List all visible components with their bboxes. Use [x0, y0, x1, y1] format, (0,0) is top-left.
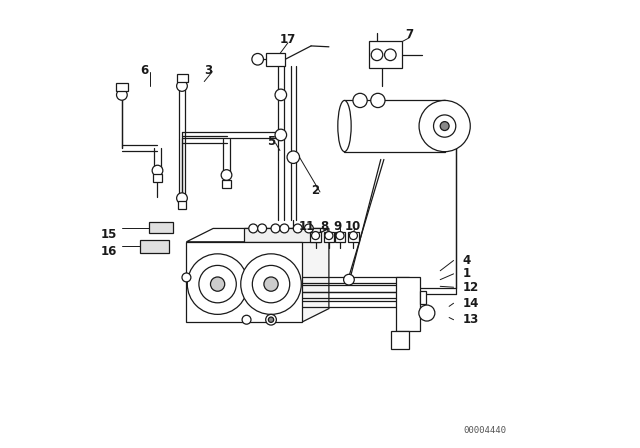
Circle shape	[353, 93, 367, 108]
Bar	[391, 331, 409, 349]
Circle shape	[271, 224, 280, 233]
Text: 11: 11	[298, 220, 315, 233]
Circle shape	[199, 265, 236, 303]
Circle shape	[344, 274, 355, 285]
Text: 2: 2	[312, 184, 319, 197]
Bar	[186, 242, 302, 322]
Circle shape	[293, 224, 302, 233]
Text: 7: 7	[405, 28, 413, 41]
Polygon shape	[302, 228, 329, 322]
Text: 9: 9	[333, 220, 342, 233]
Bar	[396, 277, 420, 331]
Bar	[310, 232, 321, 242]
Circle shape	[242, 315, 251, 324]
Bar	[116, 83, 128, 91]
Circle shape	[177, 193, 188, 203]
Bar	[420, 291, 426, 304]
Circle shape	[440, 121, 449, 130]
Text: 6: 6	[140, 64, 148, 77]
Circle shape	[325, 232, 333, 240]
Circle shape	[268, 317, 274, 323]
Bar	[148, 222, 173, 233]
Bar	[177, 74, 188, 82]
Circle shape	[264, 277, 278, 291]
Circle shape	[252, 53, 264, 65]
Circle shape	[182, 273, 191, 282]
Circle shape	[266, 314, 276, 325]
Text: 4: 4	[463, 254, 471, 267]
Bar	[369, 42, 403, 68]
Bar	[153, 174, 162, 182]
Circle shape	[275, 129, 287, 141]
Text: 17: 17	[280, 33, 296, 46]
Circle shape	[371, 49, 383, 60]
Bar	[177, 201, 186, 209]
Text: 10: 10	[344, 220, 360, 233]
Circle shape	[280, 224, 289, 233]
Circle shape	[258, 224, 267, 233]
Bar	[140, 240, 168, 253]
Circle shape	[305, 224, 314, 233]
Circle shape	[252, 265, 290, 303]
Text: 3: 3	[205, 64, 212, 77]
Ellipse shape	[338, 100, 351, 152]
Circle shape	[188, 254, 248, 314]
Circle shape	[116, 90, 127, 100]
Circle shape	[349, 232, 357, 240]
Circle shape	[152, 165, 163, 176]
Circle shape	[241, 254, 301, 314]
Circle shape	[336, 232, 344, 240]
Text: 14: 14	[463, 297, 479, 310]
Polygon shape	[186, 228, 329, 242]
Text: 13: 13	[463, 313, 479, 326]
Ellipse shape	[433, 100, 456, 152]
Circle shape	[211, 277, 225, 291]
Circle shape	[275, 89, 287, 101]
Bar	[222, 181, 231, 188]
Text: 16: 16	[101, 245, 117, 258]
Circle shape	[177, 81, 188, 91]
Bar	[244, 228, 320, 242]
Circle shape	[419, 100, 470, 152]
Bar	[266, 52, 285, 66]
Text: 12: 12	[463, 281, 479, 294]
Circle shape	[371, 93, 385, 108]
Text: 5: 5	[267, 135, 275, 148]
Text: 8: 8	[321, 220, 328, 233]
Text: 15: 15	[101, 228, 117, 241]
Circle shape	[433, 115, 456, 137]
Text: 00004440: 00004440	[463, 426, 506, 435]
Bar	[348, 232, 359, 242]
Circle shape	[287, 151, 300, 164]
Circle shape	[249, 224, 258, 233]
Bar	[335, 232, 346, 242]
Text: 1: 1	[463, 267, 470, 280]
Circle shape	[385, 49, 396, 60]
Circle shape	[419, 305, 435, 321]
Circle shape	[312, 232, 319, 240]
Bar	[344, 100, 445, 152]
Bar	[324, 232, 334, 242]
Circle shape	[221, 170, 232, 181]
